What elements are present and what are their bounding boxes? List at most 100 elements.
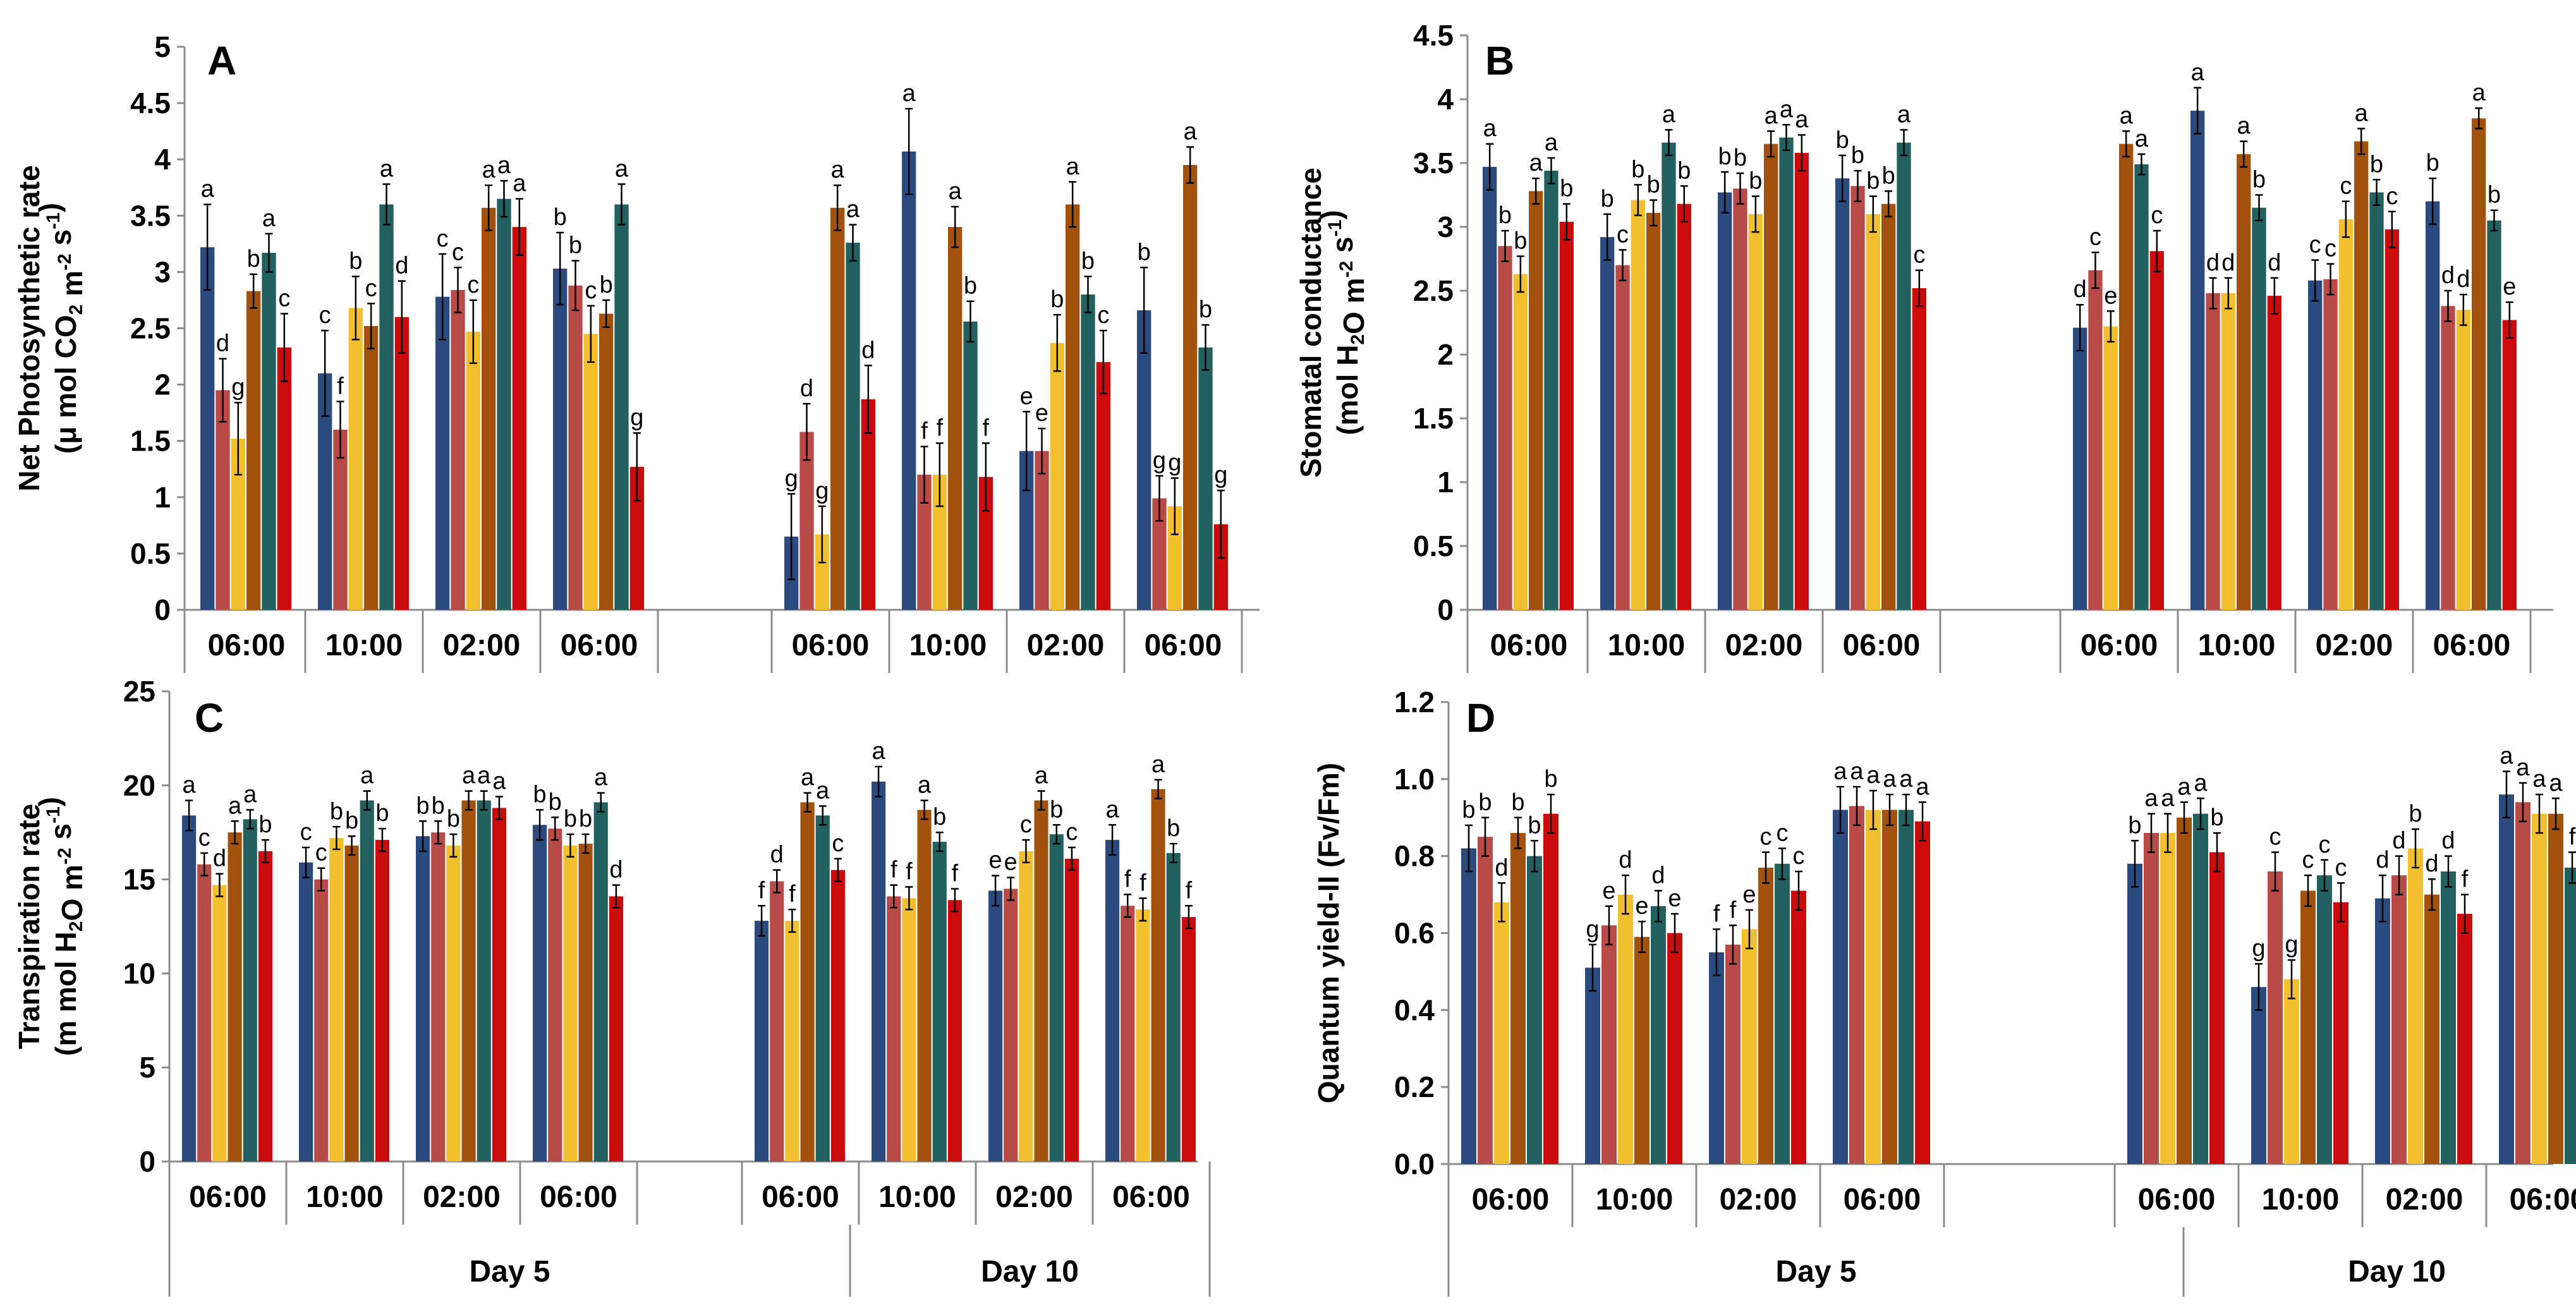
bar [482, 207, 496, 610]
bar [2424, 894, 2439, 1164]
significance-letter: c [832, 830, 844, 857]
bar [2323, 279, 2338, 610]
panel-letter: D [1466, 695, 1495, 741]
bar [1833, 810, 1848, 1164]
bar [1662, 142, 1676, 610]
significance-letter: a [2194, 770, 2208, 796]
bar [2385, 229, 2399, 610]
y-tick-label: 3.5 [1413, 147, 1454, 179]
y-tick-label: 0.8 [1394, 840, 1435, 873]
significance-letter: a [615, 155, 629, 182]
significance-letter: b [564, 806, 577, 832]
bar [329, 838, 344, 1161]
time-label: 10:00 [1596, 1183, 1674, 1216]
significance-letter: a [902, 80, 916, 107]
bar [1897, 142, 1911, 610]
time-label: 06:00 [1490, 629, 1568, 662]
significance-letter: d [2457, 266, 2470, 293]
significance-letter: a [2516, 755, 2530, 781]
bar [182, 815, 197, 1161]
bar [446, 846, 461, 1161]
y-tick-label: 1.5 [130, 425, 171, 458]
bar [1651, 906, 1666, 1164]
significance-letter: d [2441, 828, 2455, 854]
significance-letter: e [1635, 893, 1648, 919]
time-label: 10:00 [1608, 629, 1686, 662]
significance-letter: a [1066, 154, 1080, 180]
time-label: 02:00 [1720, 1183, 1797, 1216]
y-axis-label-part: ) [33, 797, 66, 806]
significance-letter: a [492, 768, 506, 795]
y-tick-label: 4 [154, 143, 171, 176]
significance-letter: b [416, 792, 430, 819]
significance-letter: c [2309, 232, 2321, 258]
bar [1019, 851, 1033, 1161]
y-axis-label-part: -2 [54, 253, 75, 270]
y-tick-label: 0 [139, 1145, 155, 1178]
bar [1794, 152, 1809, 610]
significance-letter: a [477, 763, 491, 789]
bar [2088, 270, 2103, 610]
bar [1137, 310, 1151, 610]
significance-letter: b [569, 233, 582, 259]
bar [1004, 888, 1018, 1161]
significance-letter: d [861, 337, 875, 363]
significance-letter: b [554, 204, 567, 231]
panel-B: 00.511.522.533.544.5abbaab06:00bcbbab10:… [1294, 19, 2553, 673]
significance-letter: a [2237, 113, 2251, 140]
bar [872, 781, 886, 1161]
significance-letter: d [770, 842, 784, 868]
significance-letter: a [2177, 773, 2191, 800]
significance-letter: b [1498, 202, 1512, 229]
bar [492, 808, 506, 1161]
panel-A: 00.511.522.533.544.55adgbac06:00cfbcad10… [13, 30, 1260, 673]
y-axis-label-part: 2 [1347, 334, 1368, 345]
significance-letter: b [447, 806, 460, 832]
time-label: 02:00 [423, 1180, 501, 1214]
bar [2565, 867, 2576, 1164]
significance-letter: a [360, 763, 374, 789]
bar [830, 870, 845, 1161]
bar [2548, 813, 2563, 1164]
bar [578, 844, 593, 1161]
bar [948, 227, 963, 610]
significance-letter: b [1462, 797, 1475, 823]
significance-letter: c [1793, 843, 1805, 870]
bar [1066, 204, 1080, 610]
day-label: Day 10 [2348, 1255, 2446, 1289]
bar [1544, 171, 1558, 610]
bar [988, 890, 1003, 1161]
bar [2499, 794, 2514, 1164]
significance-letter: b [1081, 248, 1095, 275]
bar [583, 334, 598, 610]
bar [2369, 192, 2384, 610]
y-axis-label: Stomatal conductance [1294, 167, 1327, 478]
significance-letter: d [2441, 262, 2455, 289]
significance-letter: f [2569, 824, 2576, 851]
bar [2267, 296, 2281, 610]
y-axis-label-part: ) [33, 203, 66, 212]
significance-letter: b [1528, 812, 1541, 839]
significance-letter: b [1866, 168, 1880, 195]
bar [932, 842, 947, 1161]
significance-letter: d [2376, 847, 2389, 873]
bar [466, 331, 480, 610]
bar [258, 851, 272, 1161]
y-tick-label: 4 [1437, 83, 1454, 116]
significance-letter: a [183, 772, 197, 799]
bar [1718, 192, 1732, 610]
bar [1881, 203, 1896, 610]
bar [497, 198, 511, 610]
bar [815, 534, 829, 610]
bar [917, 475, 932, 610]
time-label: 10:00 [2262, 1183, 2340, 1216]
significance-letter: a [482, 157, 496, 183]
y-axis-label: Quantum yield-II (Fv/Fm) [1312, 763, 1345, 1103]
significance-letter: a [1035, 763, 1048, 789]
significance-letter: b [1138, 239, 1151, 265]
bar [1631, 200, 1645, 610]
significance-letter: a [1765, 103, 1778, 130]
bar [228, 832, 242, 1161]
